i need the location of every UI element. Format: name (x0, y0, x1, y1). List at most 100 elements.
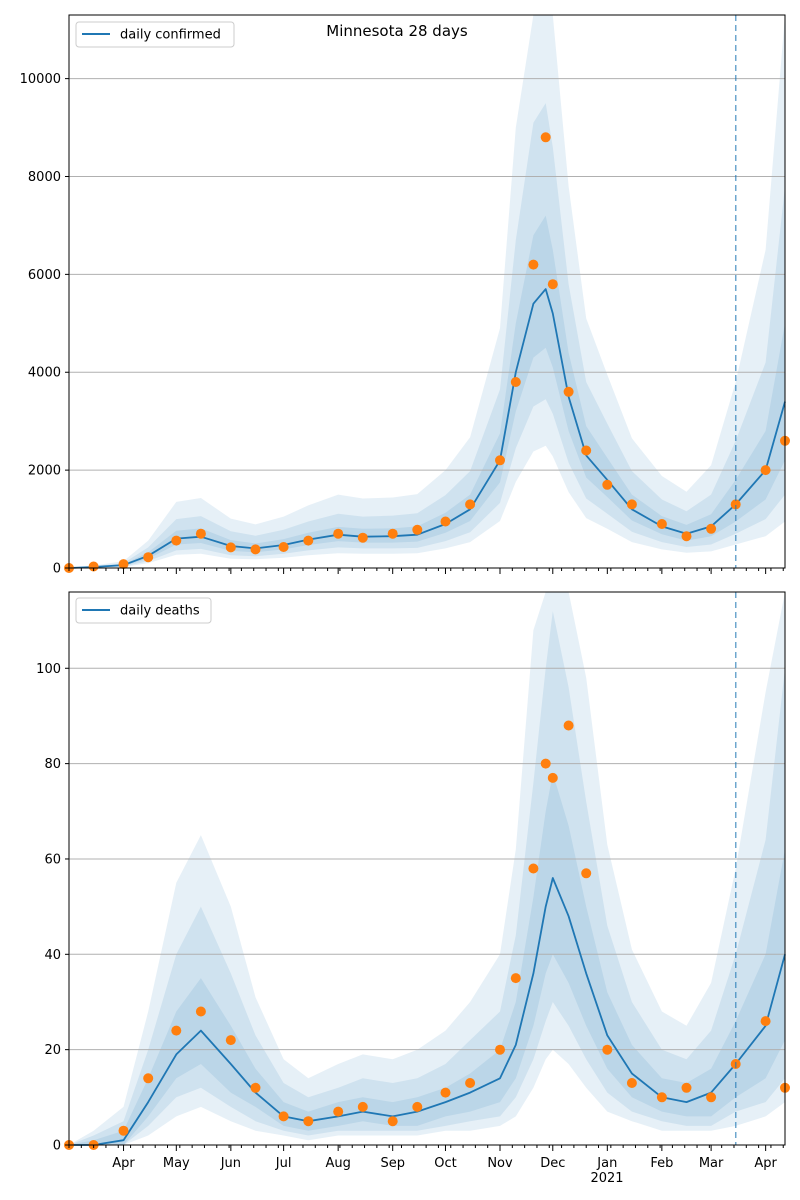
deaths-uncertainty-bands (69, 592, 785, 1145)
x-tick-label: Mar (699, 1156, 724, 1171)
observation-point (495, 455, 505, 466)
observation-point (118, 559, 129, 570)
y-tick-label: 40 (44, 948, 61, 963)
observation-point (730, 499, 741, 510)
observation-point (440, 516, 451, 527)
observation-point (656, 1092, 667, 1103)
observation-point (303, 535, 314, 546)
observation-point (547, 772, 558, 783)
observation-point (563, 720, 574, 731)
observation-point (195, 528, 206, 539)
confirmed-panel: 0 2000 4000 6000 8000 10000 Minnesota 28 days… (20, 14, 790, 577)
y-tick-label: 20 (44, 1043, 61, 1058)
confirmed-legend-box (75, 21, 235, 48)
observation-point (581, 445, 592, 456)
observation-point (171, 1025, 182, 1036)
y-tick-label: 8000 (28, 170, 61, 185)
deaths-legend-label: daily deaths (120, 604, 200, 619)
y-tick-label: 60 (44, 852, 61, 867)
x-tick-label: Dec (540, 1156, 565, 1171)
deaths-observations (64, 720, 790, 1150)
observation-point (681, 531, 692, 542)
y-tick-label: 80 (44, 757, 61, 772)
observation-point (250, 1082, 261, 1093)
observation-point (250, 544, 261, 555)
observation-point (681, 1082, 692, 1093)
observation-point (528, 863, 539, 874)
observation-point (528, 259, 539, 270)
observation-point (760, 465, 771, 476)
y-tick-label: 4000 (28, 366, 61, 381)
deaths-panel: 0 20 40 60 80 100 Apr May Jun Jul Aug Sep Oct Nov Dec… (36, 591, 790, 1186)
deaths-legend-box (75, 597, 212, 624)
y-tick-label: 0 (53, 1139, 61, 1154)
x-tick-label: Jul (275, 1156, 292, 1171)
observation-point (387, 528, 398, 539)
observation-point (143, 1073, 154, 1084)
confirmed-x-axis (68, 568, 784, 574)
observation-point (656, 519, 667, 529)
x-tick-label: Aug (325, 1156, 350, 1171)
observation-point (465, 499, 476, 510)
x-tick-label: Feb (650, 1156, 673, 1171)
deaths-y-axis: 0 20 40 60 80 100 (36, 662, 69, 1154)
confirmed-legend-label: daily confirmed (120, 28, 221, 43)
observation-point (333, 1106, 344, 1117)
observation-point (706, 523, 717, 534)
observation-point (465, 1078, 476, 1088)
observation-point (706, 1092, 717, 1103)
observation-point (412, 1101, 423, 1112)
observation-point (333, 528, 344, 539)
observation-point (118, 1125, 129, 1136)
observation-point (602, 479, 613, 490)
observation-point (278, 542, 289, 552)
deaths-axes-frame (68, 591, 786, 1146)
deaths-legend: daily deaths (75, 597, 212, 624)
observation-point (412, 524, 423, 535)
y-tick-label: 100 (36, 662, 61, 677)
observation-point (510, 377, 521, 387)
observation-point (547, 279, 558, 290)
x-tick-label: Nov (487, 1156, 513, 1171)
observation-point (303, 1116, 314, 1127)
x-tick-label: May (163, 1156, 190, 1171)
uncertainty-band (69, 215, 785, 568)
observation-point (440, 1087, 451, 1098)
confirmed-axes-frame (68, 14, 786, 569)
y-tick-label: 2000 (28, 464, 61, 479)
uncertainty-band (69, 592, 785, 1145)
observation-point (581, 868, 592, 879)
observation-point (626, 499, 637, 510)
confirmed-uncertainty-bands (69, 15, 785, 568)
observation-point (225, 1035, 236, 1046)
observation-point (563, 386, 574, 397)
x-tick-label: Sep (380, 1156, 405, 1171)
observation-point (540, 758, 551, 769)
observation-point (88, 561, 99, 572)
y-tick-label: 6000 (28, 268, 61, 283)
observation-point (225, 542, 236, 553)
observation-point (357, 532, 368, 543)
observation-point (495, 1044, 505, 1055)
x-tick-label: Jun (220, 1156, 241, 1171)
y-tick-label: 0 (53, 562, 61, 577)
confirmed-y-axis: 0 2000 4000 6000 8000 10000 (20, 72, 69, 577)
observation-point (278, 1111, 289, 1122)
y-tick-label: 10000 (20, 72, 61, 87)
observation-point (602, 1044, 613, 1055)
observation-point (387, 1116, 398, 1127)
observation-point (143, 552, 154, 563)
uncertainty-band (69, 611, 785, 1145)
x-tick-label: Apr (754, 1156, 777, 1171)
observation-point (540, 132, 551, 143)
observation-point (171, 535, 182, 546)
uncertainty-band (69, 15, 785, 568)
x-axis-year-label: 2021 (590, 1171, 623, 1186)
observation-point (357, 1101, 368, 1112)
deaths-x-axis: Apr May Jun Jul Aug Sep Oct Nov Dec Jan Feb Mar Apr (68, 1145, 784, 1171)
x-tick-label: Oct (434, 1156, 456, 1171)
observation-point (760, 1016, 771, 1027)
confirmed-observations (64, 132, 790, 573)
chart-title: Minnesota 28 days (326, 22, 468, 40)
